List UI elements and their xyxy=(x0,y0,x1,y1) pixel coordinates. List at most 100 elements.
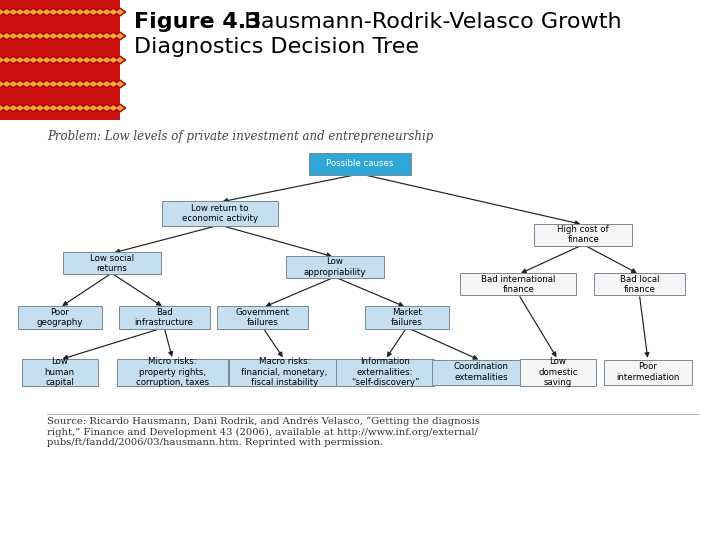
Polygon shape xyxy=(97,34,103,38)
Polygon shape xyxy=(90,106,96,110)
Polygon shape xyxy=(101,32,112,40)
Polygon shape xyxy=(0,56,6,64)
Polygon shape xyxy=(48,56,59,64)
Polygon shape xyxy=(8,56,19,64)
FancyBboxPatch shape xyxy=(63,252,161,274)
Text: Low social
returns: Low social returns xyxy=(89,254,134,273)
Polygon shape xyxy=(71,82,76,86)
Polygon shape xyxy=(28,56,39,64)
Polygon shape xyxy=(88,8,99,16)
Polygon shape xyxy=(81,8,92,16)
Text: Diagnostics Decision Tree: Diagnostics Decision Tree xyxy=(134,37,419,57)
Polygon shape xyxy=(71,34,76,38)
Polygon shape xyxy=(68,32,79,40)
Polygon shape xyxy=(114,32,125,40)
Polygon shape xyxy=(50,10,56,14)
Polygon shape xyxy=(28,8,39,16)
Polygon shape xyxy=(0,58,3,62)
Polygon shape xyxy=(35,104,45,112)
Polygon shape xyxy=(0,82,3,86)
FancyBboxPatch shape xyxy=(117,359,228,386)
Polygon shape xyxy=(44,34,50,38)
Polygon shape xyxy=(4,106,10,110)
Polygon shape xyxy=(0,104,6,112)
Polygon shape xyxy=(68,104,79,112)
Text: Macro risks:
financial, monetary,
fiscal instability: Macro risks: financial, monetary, fiscal… xyxy=(241,357,328,387)
Polygon shape xyxy=(30,10,37,14)
Text: Possible causes: Possible causes xyxy=(326,159,394,168)
Polygon shape xyxy=(8,104,19,112)
Polygon shape xyxy=(8,8,19,16)
Text: Problem: Low levels of private investment and entrepreneurship: Problem: Low levels of private investmen… xyxy=(47,130,433,143)
Polygon shape xyxy=(0,34,3,38)
Text: Low
domestic
saving: Low domestic saving xyxy=(539,357,577,387)
Polygon shape xyxy=(30,106,37,110)
Polygon shape xyxy=(10,106,17,110)
Polygon shape xyxy=(114,104,125,112)
Polygon shape xyxy=(104,34,109,38)
Polygon shape xyxy=(50,58,56,62)
Polygon shape xyxy=(117,10,123,14)
Bar xyxy=(0,0,120,120)
Polygon shape xyxy=(61,80,72,88)
Polygon shape xyxy=(108,8,119,16)
Polygon shape xyxy=(24,106,30,110)
FancyBboxPatch shape xyxy=(229,359,340,386)
Polygon shape xyxy=(68,8,79,16)
Polygon shape xyxy=(63,10,70,14)
FancyBboxPatch shape xyxy=(520,359,596,386)
Polygon shape xyxy=(17,58,23,62)
Polygon shape xyxy=(41,8,53,16)
Text: Micro risks:
property rights,
corruption, taxes: Micro risks: property rights, corruption… xyxy=(136,357,210,387)
Polygon shape xyxy=(50,82,56,86)
Polygon shape xyxy=(84,82,90,86)
Polygon shape xyxy=(110,34,117,38)
Polygon shape xyxy=(48,104,59,112)
Text: Coordination
externalities: Coordination externalities xyxy=(454,362,508,382)
Polygon shape xyxy=(44,82,50,86)
Polygon shape xyxy=(24,10,30,14)
Polygon shape xyxy=(61,32,72,40)
Polygon shape xyxy=(117,58,123,62)
Polygon shape xyxy=(37,10,43,14)
Polygon shape xyxy=(35,80,45,88)
Polygon shape xyxy=(94,80,106,88)
Polygon shape xyxy=(110,106,117,110)
Polygon shape xyxy=(0,32,6,40)
Polygon shape xyxy=(94,8,106,16)
Polygon shape xyxy=(90,58,96,62)
Polygon shape xyxy=(44,10,50,14)
Polygon shape xyxy=(117,106,123,110)
Polygon shape xyxy=(1,80,12,88)
Polygon shape xyxy=(24,82,30,86)
Polygon shape xyxy=(14,104,26,112)
Polygon shape xyxy=(74,104,86,112)
Polygon shape xyxy=(24,58,30,62)
FancyBboxPatch shape xyxy=(286,256,384,278)
Polygon shape xyxy=(104,106,109,110)
Text: High cost of
finance: High cost of finance xyxy=(557,225,609,244)
Polygon shape xyxy=(81,56,92,64)
Text: Government
failures: Government failures xyxy=(236,308,289,327)
Polygon shape xyxy=(35,8,45,16)
Polygon shape xyxy=(97,106,103,110)
Polygon shape xyxy=(14,56,26,64)
Polygon shape xyxy=(74,32,86,40)
Polygon shape xyxy=(110,82,117,86)
Polygon shape xyxy=(68,80,79,88)
Polygon shape xyxy=(41,32,53,40)
Polygon shape xyxy=(101,8,112,16)
Polygon shape xyxy=(1,56,12,64)
Polygon shape xyxy=(44,106,50,110)
Polygon shape xyxy=(35,56,45,64)
Polygon shape xyxy=(57,10,63,14)
Polygon shape xyxy=(94,56,106,64)
Polygon shape xyxy=(0,106,3,110)
Polygon shape xyxy=(17,34,23,38)
Text: Low return to
economic activity: Low return to economic activity xyxy=(181,204,258,223)
Polygon shape xyxy=(50,34,56,38)
FancyBboxPatch shape xyxy=(119,306,210,328)
Text: Bad international
finance: Bad international finance xyxy=(481,274,556,294)
Polygon shape xyxy=(117,34,123,38)
Polygon shape xyxy=(101,104,112,112)
